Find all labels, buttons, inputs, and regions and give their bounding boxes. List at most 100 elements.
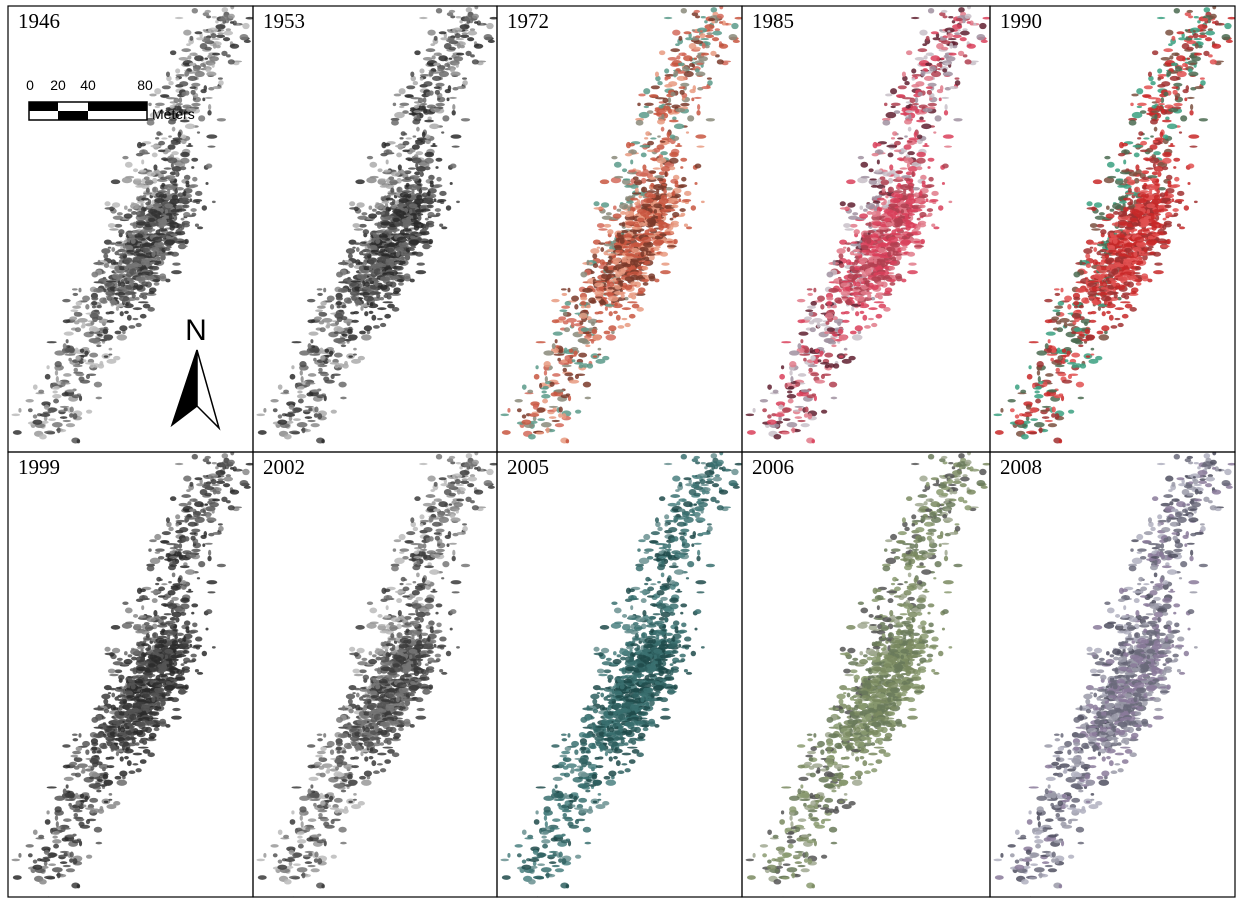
vegetation-patch [682,199,691,202]
vegetation-patch [955,80,961,86]
vegetation-patch [136,153,143,156]
vegetation-patch [108,223,116,228]
vegetation-patch [308,373,317,377]
vegetation-patch [408,184,419,190]
vegetation-patch [659,50,665,55]
vegetation-patch [668,201,675,204]
vegetation-patch [128,209,133,212]
vegetation-patch [136,323,142,327]
vegetation-patch [191,213,196,217]
vegetation-patch [183,190,186,196]
vegetation-patch [455,33,461,38]
vegetation-patch [872,253,881,257]
vegetation-patch [685,37,693,40]
vegetation-patch [803,358,807,362]
vegetation-patch [767,384,772,390]
vegetation-patch [430,145,437,147]
vegetation-patch [641,153,647,158]
vegetation-patch [1034,394,1043,399]
vegetation-patch [670,92,675,97]
vegetation-patch [107,320,115,323]
vegetation-patch [192,177,197,182]
vegetation-patch [205,10,211,13]
vegetation-patch [725,23,728,25]
vegetation-patch [374,269,381,275]
vegetation-patch [705,35,714,39]
vegetation-patch [643,198,653,203]
vegetation-patch [900,167,908,169]
vegetation-patch [541,422,552,427]
vegetation-patch [148,218,155,222]
vegetation-patch [204,47,212,51]
vegetation-patch [840,201,846,206]
panels: 1946195319721985199019992002200520062008 [11,0,1235,898]
vegetation-patch [693,85,697,91]
vegetation-patch [595,359,605,364]
vegetation-patch [586,260,589,266]
vegetation-patch [342,260,345,266]
vegetation-patch [270,399,278,402]
vegetation-patch [381,253,390,257]
vegetation-patch [534,374,540,380]
vegetation-patch [602,216,612,220]
vegetation-patch [89,353,98,358]
vegetation-patch [607,229,613,234]
vegetation-patch [55,361,62,367]
vegetation-patch [917,134,922,139]
vegetation-patch [89,331,94,334]
vegetation-patch [184,239,189,245]
vegetation-patch [612,257,621,262]
vegetation-patch [847,202,855,207]
vegetation-patch [393,218,400,222]
vegetation-patch [502,430,511,435]
vegetation-patch [397,237,407,243]
vegetation-patch [99,297,107,303]
vegetation-patch [817,322,821,328]
vegetation-patch [295,383,298,388]
vegetation-patch [198,115,205,121]
vegetation-patch [359,297,364,299]
vegetation-patch [865,269,872,275]
vegetation-patch [308,331,318,335]
vegetation-patch [109,311,115,314]
vegetation-patch [640,251,644,257]
vegetation-patch [733,40,740,43]
vegetation-patch [168,178,175,182]
vegetation-patch [372,231,378,233]
vegetation-patch [172,194,178,200]
vegetation-patch [449,97,457,99]
vegetation-patch [306,392,313,396]
vegetation-patch [74,368,78,373]
vegetation-patch [104,335,113,341]
vegetation-patch [46,365,49,369]
vegetation-patch [424,158,434,164]
vegetation-patch [391,120,399,126]
vegetation-patch [152,187,158,193]
vegetation-patch [871,323,877,327]
vegetation-patch [450,164,457,169]
vegetation-patch [82,322,86,328]
vegetation-patch [585,397,592,400]
vegetation-patch [314,350,319,354]
vegetation-patch [907,151,915,155]
vegetation-patch [184,70,189,76]
vegetation-patch [115,331,122,335]
vegetation-patch [637,218,644,222]
vegetation-patch [831,344,836,347]
vegetation-patch [291,365,294,369]
vegetation-patch [178,245,188,248]
vegetation-patch [228,14,235,19]
vegetation-patch [559,406,563,412]
vegetation-patch [824,353,833,358]
vegetation-patch [449,10,455,13]
vegetation-patch [85,304,89,310]
vegetation-patch [643,242,653,248]
vegetation-patch [701,86,710,89]
vegetation-patch [700,38,709,40]
vegetation-patch [114,251,118,255]
vegetation-patch [221,51,227,56]
vegetation-patch [215,24,225,29]
vegetation-patch [632,208,636,212]
vegetation-patch [669,166,675,170]
vegetation-patch [639,112,650,118]
